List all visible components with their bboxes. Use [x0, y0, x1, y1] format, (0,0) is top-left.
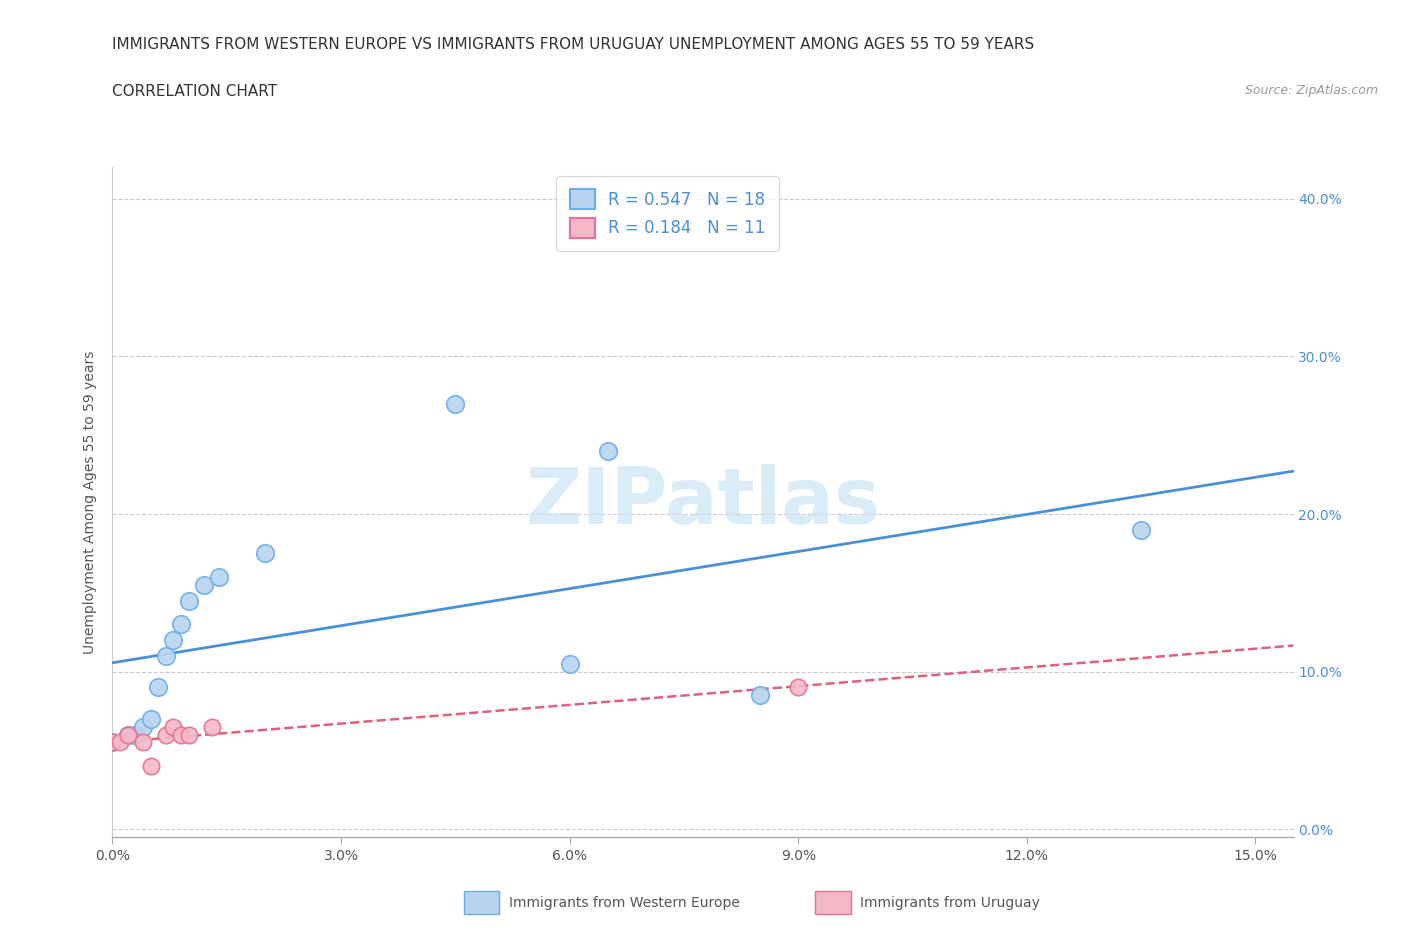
- Point: [117, 727, 139, 742]
- Point: [193, 578, 215, 592]
- Point: [208, 569, 231, 584]
- Point: [101, 735, 124, 750]
- Point: [170, 617, 193, 631]
- Point: [170, 727, 193, 742]
- Point: [148, 680, 170, 695]
- Text: Source: ZipAtlas.com: Source: ZipAtlas.com: [1244, 84, 1378, 97]
- Point: [132, 735, 155, 750]
- Point: [132, 719, 155, 734]
- Point: [162, 632, 184, 647]
- Text: Immigrants from Western Europe: Immigrants from Western Europe: [509, 896, 740, 910]
- Point: [253, 546, 276, 561]
- Point: [177, 593, 200, 608]
- Point: [101, 735, 124, 750]
- Text: ZIPatlas: ZIPatlas: [526, 464, 880, 540]
- Y-axis label: Unemployment Among Ages 55 to 59 years: Unemployment Among Ages 55 to 59 years: [83, 351, 97, 654]
- Point: [162, 719, 184, 734]
- Point: [108, 735, 131, 750]
- Text: Immigrants from Uruguay: Immigrants from Uruguay: [860, 896, 1040, 910]
- Legend: R = 0.547   N = 18, R = 0.184   N = 11: R = 0.547 N = 18, R = 0.184 N = 11: [557, 176, 779, 251]
- Point: [596, 444, 619, 458]
- Point: [139, 759, 162, 774]
- Point: [139, 711, 162, 726]
- Text: IMMIGRANTS FROM WESTERN EUROPE VS IMMIGRANTS FROM URUGUAY UNEMPLOYMENT AMONG AGE: IMMIGRANTS FROM WESTERN EUROPE VS IMMIGR…: [112, 37, 1035, 52]
- Point: [155, 648, 177, 663]
- Point: [1130, 523, 1153, 538]
- Point: [444, 396, 467, 411]
- Point: [155, 727, 177, 742]
- Point: [177, 727, 200, 742]
- Text: CORRELATION CHART: CORRELATION CHART: [112, 84, 277, 99]
- Point: [117, 727, 139, 742]
- Point: [124, 727, 146, 742]
- Point: [787, 680, 810, 695]
- Point: [749, 688, 772, 703]
- Point: [200, 719, 222, 734]
- Point: [558, 657, 581, 671]
